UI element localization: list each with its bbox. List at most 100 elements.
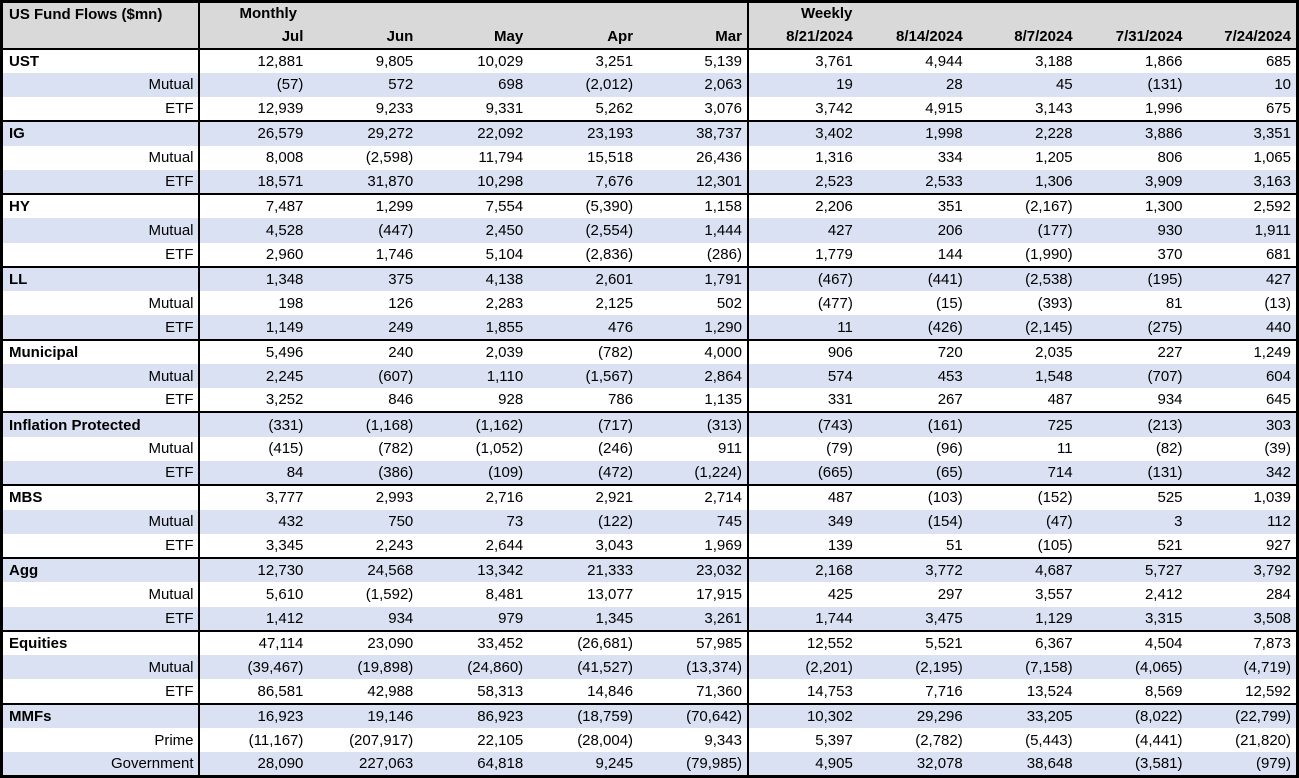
value-cell: 12,592 [1187,679,1298,705]
value-cell: (5,443) [1025,731,1073,749]
sub-row-label: Mutual [1,582,200,607]
value-cell: 3,043 [528,533,639,560]
value-cell: 9,343 [638,727,749,753]
value-cell: 502 [638,291,749,316]
value-cell: 427 [1265,271,1291,289]
value-cell: 427 [827,221,853,239]
value-cell: 64,818 [477,755,524,773]
value-cell: 1,998 [925,125,963,143]
category-sub-row: Mutual 198 126 2,283 2,125 502 (477) (15) (393) 8… [1,291,1298,316]
value-cell: 3,345 [198,533,309,560]
category-sub-row: ETF 1,149 249 1,855 476 1,290 11 (426) (2,145) (2… [1,315,1298,341]
monthly-section-header: Monthly [198,1,749,25]
value-cell: 17,915 [638,582,749,607]
category-label: Agg [1,558,200,583]
value-cell: 1,348 [265,271,304,289]
category-total-row: Equities 47,114 23,090 33,452 (26,681) 57,985… [1,630,1298,656]
value-cell: (195) [1147,271,1183,289]
value-cell: (131) [1077,461,1188,487]
category-sub-row: Mutual 8,008 (2,598) 11,794 15,518 26,436 1,31… [1,145,1298,170]
value-cell: 3,315 [1077,606,1188,632]
category-sub-row: ETF 1,412 934 979 1,345 3,261 1,744 3,475 1,129 3… [1,606,1298,632]
value-cell: 487 [967,388,1078,414]
column-header: 7/31/2024 [1077,24,1188,50]
value-cell: (707) [1147,367,1183,385]
value-cell: 334 [937,149,963,167]
value-cell: 698 [498,76,524,94]
sub-row-label: Mutual [1,145,200,170]
value-cell: 525 [1157,489,1183,507]
value-cell: 5,104 [418,242,529,268]
category-sub-row: Mutual 432 750 73 (122) 745 349 (154) (47) 3 112 [1,509,1298,534]
value-cell: 750 [388,513,414,531]
value-cell: (47) [1045,513,1073,531]
value-cell: 645 [1187,388,1298,414]
value-cell: 2,243 [308,533,419,560]
sub-row-label: ETF [1,679,200,705]
value-cell: 5,610 [265,585,304,603]
value-cell: 3,402 [815,125,853,143]
value-cell: (24,860) [467,658,524,676]
column-header: Apr [528,24,639,50]
value-cell: (2,167) [1025,198,1073,216]
value-cell: 10,298 [418,169,529,196]
value-cell: 342 [1187,461,1298,487]
value-cell: 745 [638,509,749,534]
value-cell: 521 [1077,533,1188,560]
value-cell: 1,746 [308,242,419,268]
value-cell: 8,569 [1077,679,1188,705]
value-cell: 934 [308,606,419,632]
value-cell: 23,090 [367,635,414,652]
value-cell: (15) [936,294,963,312]
value-cell: 725 [1047,416,1073,434]
value-cell: 29,296 [916,707,963,725]
value-cell: 4,000 [638,339,749,364]
sub-row-label: Mutual [1,218,200,243]
value-cell: 1,316 [815,149,853,167]
value-cell: 5,139 [638,48,749,73]
category-total-row: IG 26,579 29,272 22,092 23,193 38,737 3,402 1,9… [1,121,1298,146]
category-total-row: Agg 12,730 24,568 13,342 21,333 23,032 2,168 3,… [1,558,1298,583]
sub-row-label: ETF [1,315,200,341]
value-cell: (28,004) [577,731,634,749]
value-cell: 2,412 [1144,585,1183,603]
category-sub-row: ETF 3,345 2,243 2,644 3,043 1,969 139 51 (105) 52… [1,533,1298,560]
value-cell: 806 [1157,149,1183,167]
value-cell: 7,716 [857,679,968,705]
value-cell: 370 [1077,242,1188,268]
value-cell: 1,135 [638,388,749,414]
value-cell: 906 [827,343,853,361]
value-cell: 7,676 [528,169,639,196]
sub-row-label: ETF [1,388,200,414]
value-cell: 42,988 [308,679,419,705]
category-label: HY [1,194,200,219]
value-cell: (441) [927,271,963,289]
value-cell: 227 [1157,343,1183,361]
value-cell: 57,985 [638,630,749,656]
value-cell: (79,985) [638,752,749,777]
value-cell: 3,252 [198,388,309,414]
value-cell: (3,581) [1134,755,1183,773]
value-cell: 846 [308,388,419,414]
category-total-row: Municipal 5,496 240 2,039 (782) 4,000 906 720 2,… [1,339,1298,364]
value-cell: 19 [836,76,853,94]
value-cell: 572 [388,76,414,94]
value-cell: (21,820) [1235,731,1291,749]
value-cell: 9,245 [595,755,634,773]
value-cell: 33,452 [477,635,524,652]
value-cell: 1,911 [1254,221,1291,239]
value-cell: 19,146 [367,707,414,725]
value-cell: 3 [1174,513,1183,531]
value-cell: 911 [638,436,749,462]
value-cell: 3,742 [747,97,858,123]
value-cell: 720 [937,343,963,361]
value-cell: (447) [378,221,414,239]
value-cell: (26,681) [577,635,634,652]
value-cell: 11 [1057,440,1073,458]
value-cell: (2,145) [967,315,1078,341]
value-cell: 9,331 [418,97,529,123]
table-title: US Fund Flows ($mn) [1,1,200,50]
column-header: 7/24/2024 [1187,24,1298,50]
value-cell: (1,990) [967,242,1078,268]
value-cell: 375 [388,271,414,289]
